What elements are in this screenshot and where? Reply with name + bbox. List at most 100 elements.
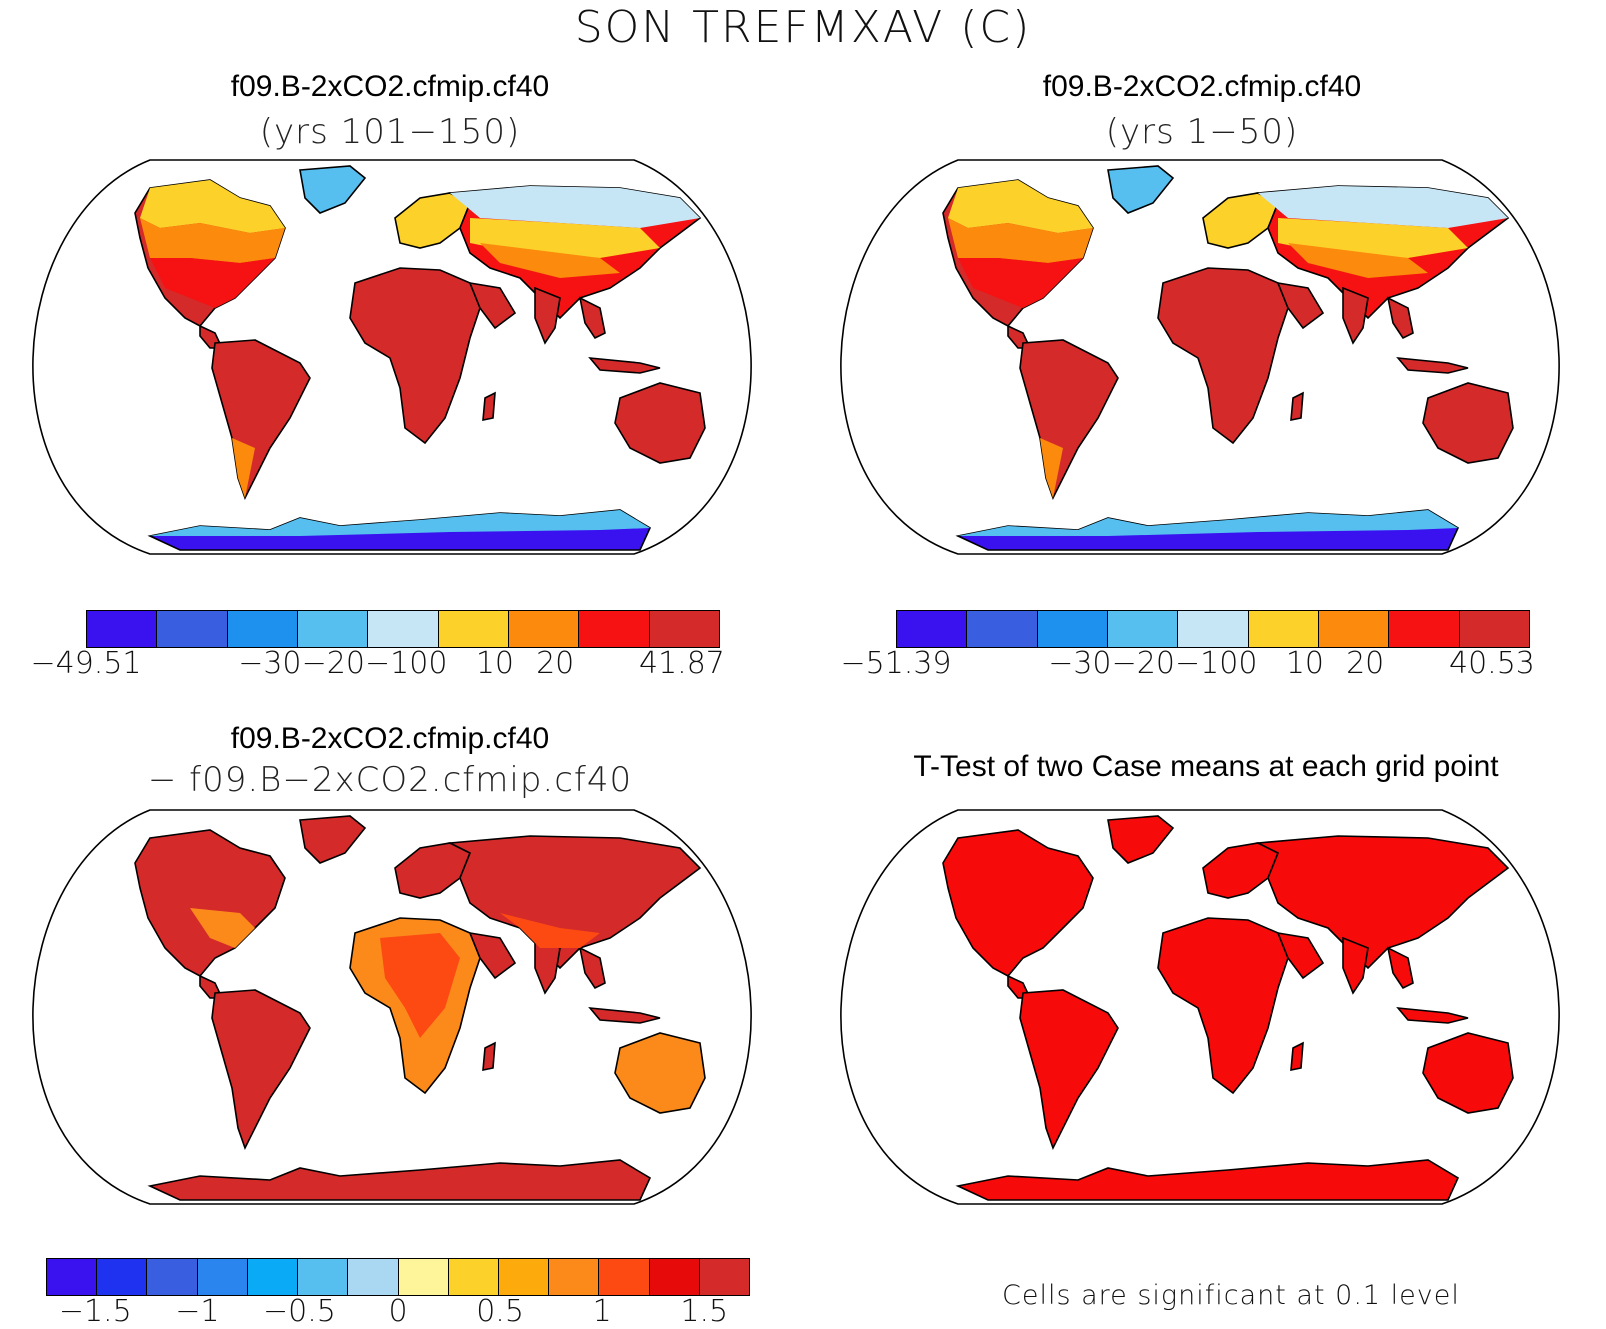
colorbar-swatch xyxy=(1248,611,1319,647)
panel-title-top-right: f09.B-2xCO2.cfmip.cf40 xyxy=(1042,70,1362,103)
colorbar-tick-label: 0 xyxy=(428,646,448,681)
landmass-australia xyxy=(1422,382,1514,464)
temperature-band-na-north xyxy=(948,180,1093,233)
landmass-africa xyxy=(1157,267,1289,445)
map-outline xyxy=(840,159,1560,555)
temperature-band-antarctica-coast xyxy=(150,510,650,536)
landmass-greenland xyxy=(1107,815,1175,864)
landmass-arabia xyxy=(468,931,517,980)
colorbar-swatch xyxy=(368,611,439,647)
colorbar-swatch xyxy=(649,611,719,647)
landmass-africa xyxy=(1157,917,1289,1095)
colorbar-tick-label: −49.51 xyxy=(30,646,142,681)
landmass-indonesia xyxy=(1396,1007,1469,1024)
temperature-band-na-east xyxy=(190,908,255,948)
landmass-india xyxy=(1342,286,1369,345)
landmass-greenland xyxy=(299,815,367,864)
colorbar-swatch xyxy=(348,1259,399,1295)
panel-title-bottom-right: T-Test of two Case means at each grid po… xyxy=(913,750,1499,783)
map-top-right xyxy=(840,159,1560,555)
landmass-seAsia xyxy=(578,946,606,990)
landmass-indonesia xyxy=(588,357,661,374)
landmass-india xyxy=(534,286,561,345)
temperature-band-sa-tip xyxy=(1040,438,1063,498)
colorbar-tick-label: −1.5 xyxy=(58,1294,132,1329)
colorbar-swatch xyxy=(438,611,509,647)
landmass-indonesia xyxy=(588,1007,661,1024)
landmass-madagascar xyxy=(482,391,496,421)
temperature-band-antarctica-coast xyxy=(958,510,1458,536)
landmass-arabia xyxy=(1276,931,1325,980)
colorbar-bottom-left xyxy=(46,1258,750,1296)
landmass-antarctica xyxy=(147,1159,652,1201)
landmass-seAsia xyxy=(1386,946,1414,990)
colorbar-swatch xyxy=(1318,611,1390,647)
panel-subtitle-top-right: (yrs 1−50) xyxy=(1105,112,1299,152)
colorbar-swatch xyxy=(1037,611,1108,647)
colorbar-swatch xyxy=(508,611,580,647)
temperature-band-na-north xyxy=(140,180,285,233)
colorbar-tick-label: −0.5 xyxy=(263,1294,336,1329)
colorbar-tick-label: 10 xyxy=(1285,646,1325,681)
temperature-band-asia-core xyxy=(480,243,620,278)
colorbar-top-right xyxy=(896,610,1530,648)
panel-subtitle-bottom-left: − f09.B−2xCO2.cfmip.cf40 xyxy=(147,760,633,800)
map-outline xyxy=(32,159,752,555)
landmass-arabia xyxy=(468,281,517,330)
colorbar-swatch xyxy=(97,1259,148,1295)
colorbar-tick-label: 0 xyxy=(1238,646,1258,681)
landmass-africa xyxy=(349,267,481,445)
map-top-left xyxy=(32,159,752,555)
landmass-australia xyxy=(614,382,706,464)
figure-title: SON TREFMXAV (C) xyxy=(574,2,1032,53)
colorbar-swatch xyxy=(699,1259,750,1295)
colorbar-swatch xyxy=(1459,611,1529,647)
panel-title-bottom-left: f09.B-2xCO2.cfmip.cf40 xyxy=(230,722,550,755)
colorbar-tick-label: 10 xyxy=(475,646,515,681)
map-bottom-right xyxy=(840,809,1560,1205)
colorbar-swatch xyxy=(247,1259,299,1295)
map-outline xyxy=(32,809,752,1205)
temperature-band-na-south xyxy=(958,258,1083,308)
colorbar-tick-label: −20 xyxy=(1111,646,1175,681)
landmass-madagascar xyxy=(1290,391,1304,421)
colorbar-swatch xyxy=(47,1259,98,1295)
colorbar-swatch xyxy=(448,1259,499,1295)
colorbar-tick-label: 1.5 xyxy=(680,1294,729,1329)
temperature-band-sa-tip xyxy=(232,438,255,498)
panel-subtitle-top-left: (yrs 101−150) xyxy=(259,112,521,152)
landmass-southAmerica xyxy=(211,989,311,1151)
colorbar-tick-label: −10 xyxy=(365,646,429,681)
landmass-india xyxy=(1342,936,1369,995)
colorbar-swatch xyxy=(579,611,650,647)
landmass-indonesia xyxy=(1396,357,1469,374)
landmass-antarctica xyxy=(955,1159,1460,1201)
landmass-greenland xyxy=(1107,165,1175,214)
temperature-band-na-south xyxy=(150,258,275,308)
colorbar-swatch xyxy=(87,611,158,647)
colorbar-tick-label: 20 xyxy=(1346,646,1385,681)
colorbar-swatch xyxy=(147,1259,198,1295)
landmass-australia xyxy=(1422,1032,1514,1114)
colorbar-swatch xyxy=(1178,611,1249,647)
colorbar-swatch xyxy=(967,611,1038,647)
panel-title-top-left: f09.B-2xCO2.cfmip.cf40 xyxy=(230,70,550,103)
colorbar-swatch xyxy=(1107,611,1179,647)
colorbar-swatch xyxy=(297,611,369,647)
colorbar-tick-label: 0 xyxy=(388,1294,408,1329)
temperature-band-africa-core xyxy=(380,933,460,1038)
colorbar-swatch xyxy=(897,611,968,647)
temperature-band-asia-south xyxy=(500,913,600,948)
colorbar-swatch xyxy=(298,1259,349,1295)
colorbar-tick-label: −51.39 xyxy=(840,646,952,681)
colorbar-tick-label: 41.87 xyxy=(639,646,725,681)
temperature-band-na-mid xyxy=(948,218,1093,263)
landmass-arabia xyxy=(1276,281,1325,330)
landmass-northAmerica xyxy=(134,829,286,978)
landmass-madagascar xyxy=(1290,1041,1304,1071)
landmass-greenland xyxy=(299,165,367,214)
colorbar-swatch xyxy=(398,1259,449,1295)
colorbar-tick-label: −30 xyxy=(1048,646,1112,681)
colorbar-swatch xyxy=(197,1259,248,1295)
colorbar-tick-label: −10 xyxy=(1175,646,1239,681)
